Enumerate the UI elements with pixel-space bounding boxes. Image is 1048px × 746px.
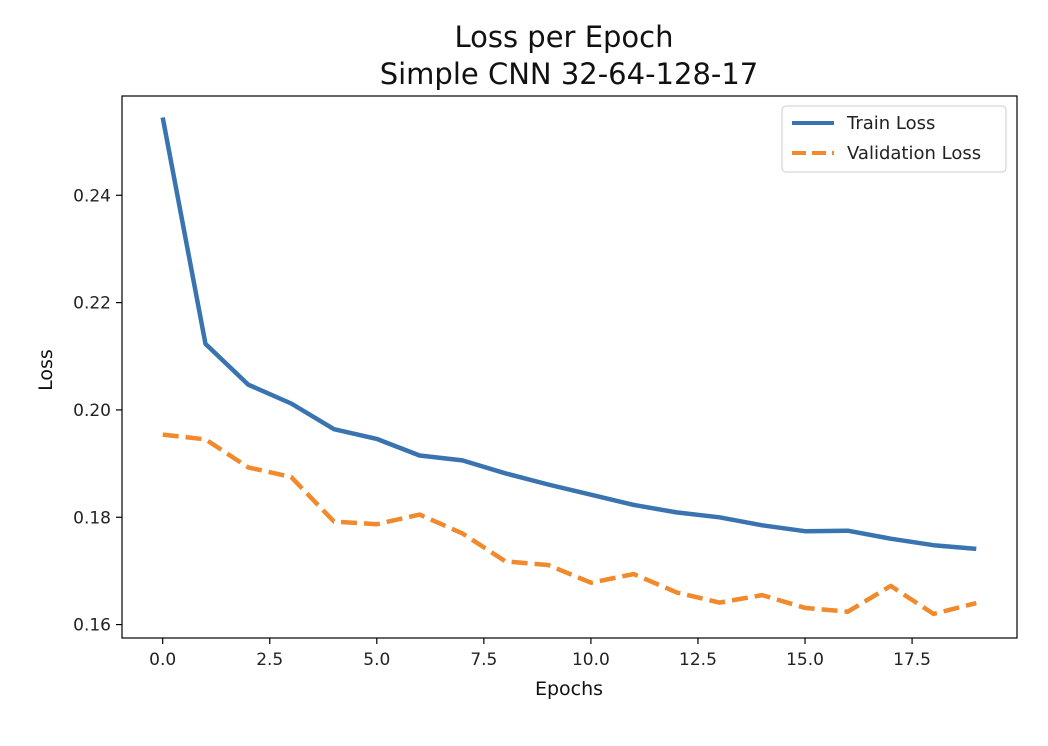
data-point-train-loss — [289, 401, 293, 405]
series-line-train-loss — [160, 117, 977, 552]
data-point-train-loss — [417, 453, 421, 457]
x-tick-label: 10.0 — [572, 650, 610, 670]
y-tick-label: 0.16 — [73, 616, 111, 636]
data-point-validation-loss — [931, 612, 935, 616]
data-point-train-loss — [931, 543, 935, 547]
data-point-validation-loss — [246, 465, 250, 469]
x-tick-label: 17.5 — [893, 650, 931, 670]
data-point-validation-loss — [803, 606, 807, 610]
series-layer — [160, 115, 978, 617]
data-point-validation-loss — [760, 593, 764, 597]
legend-label-validation: Validation Loss — [847, 143, 981, 164]
data-point-train-loss — [674, 510, 678, 514]
data-point-validation-loss — [717, 600, 721, 604]
data-point-train-loss — [546, 482, 550, 486]
x-tick-label: 12.5 — [679, 650, 717, 670]
data-point-train-loss — [161, 115, 165, 119]
x-axis-label: Epochs — [535, 678, 603, 700]
y-tick-label: 0.24 — [73, 186, 111, 206]
plot-frame — [121, 95, 1018, 639]
data-point-train-loss — [246, 383, 250, 387]
data-point-validation-loss — [289, 475, 293, 479]
data-point-validation-loss — [546, 563, 550, 567]
chart-title: Loss per Epoch — [454, 20, 673, 54]
data-point-train-loss — [375, 437, 379, 441]
y-tick-label: 0.18 — [73, 508, 111, 528]
x-tick-label: 5.0 — [363, 650, 390, 670]
legend-label-train: Train Loss — [846, 113, 935, 134]
data-point-validation-loss — [503, 559, 507, 563]
data-point-validation-loss — [161, 432, 165, 436]
y-axis-label: Loss — [35, 349, 57, 391]
x-tick-label: 7.5 — [470, 650, 497, 670]
data-point-train-loss — [889, 537, 893, 541]
x-tick-label: 15.0 — [786, 650, 824, 670]
x-tick-label: 2.5 — [256, 650, 283, 670]
data-point-validation-loss — [203, 437, 207, 441]
data-point-train-loss — [460, 458, 464, 462]
data-point-validation-loss — [589, 581, 593, 585]
data-point-train-loss — [974, 547, 978, 551]
legend: Train Loss Validation Loss — [781, 105, 1007, 173]
data-point-train-loss — [589, 493, 593, 497]
series-line-validation-loss — [162, 432, 977, 617]
data-point-train-loss — [803, 529, 807, 533]
data-point-train-loss — [846, 529, 850, 533]
data-point-validation-loss — [417, 512, 421, 516]
data-point-train-loss — [760, 523, 764, 527]
data-point-validation-loss — [460, 531, 464, 535]
data-point-validation-loss — [846, 610, 850, 614]
data-point-validation-loss — [332, 519, 336, 523]
data-point-validation-loss — [889, 584, 893, 588]
data-point-validation-loss — [674, 590, 678, 594]
data-point-train-loss — [632, 503, 636, 507]
x-tick-label: 0.0 — [149, 650, 176, 670]
data-point-train-loss — [203, 342, 207, 346]
data-point-train-loss — [332, 427, 336, 431]
legend-box — [781, 105, 1007, 173]
y-tick-label: 0.20 — [73, 401, 111, 421]
ticks-layer: 0.0 2.5 5.0 7.5 10.0 12.5 15.0 17.5 0.16 0.18 0.20… — [73, 186, 931, 670]
data-point-validation-loss — [632, 572, 636, 576]
data-point-train-loss — [503, 471, 507, 475]
data-point-validation-loss — [974, 601, 978, 605]
data-point-validation-loss — [375, 522, 379, 526]
data-point-train-loss — [717, 515, 721, 519]
chart-subtitle: Simple CNN 32-64-128-17 — [380, 57, 759, 91]
y-tick-label: 0.22 — [73, 294, 111, 314]
